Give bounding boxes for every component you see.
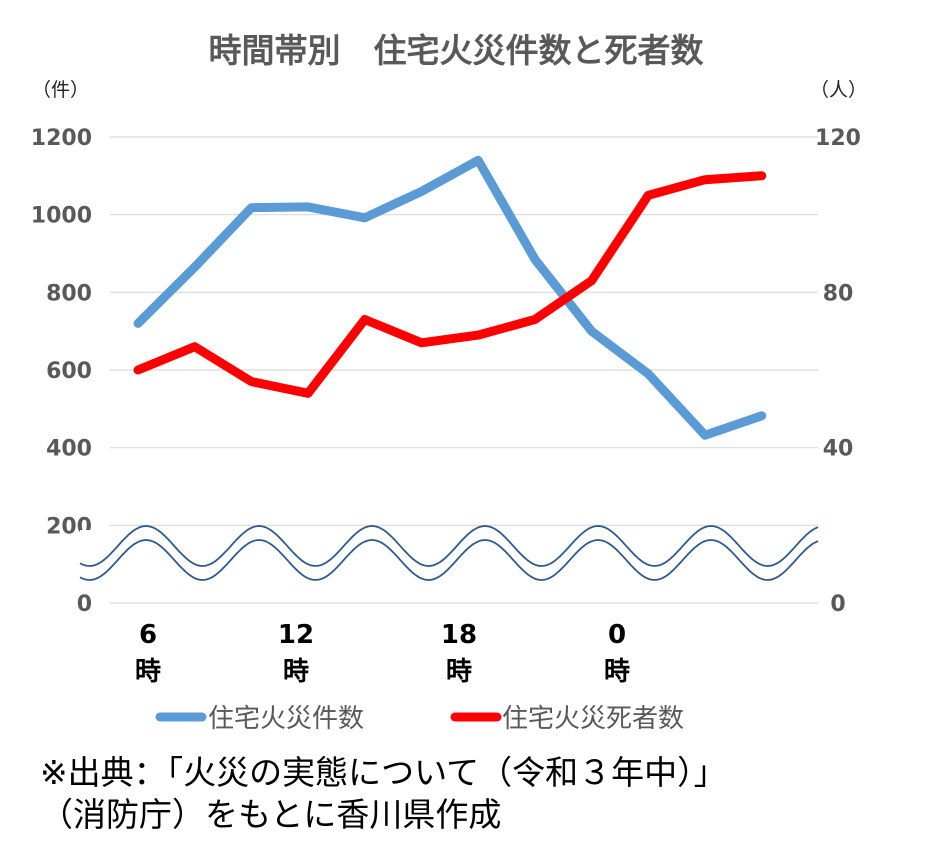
series-lines xyxy=(133,155,767,440)
x-tick-unit: 時 xyxy=(135,657,161,687)
x-tick-number: 6 xyxy=(139,620,157,650)
left-tick-label: 400 xyxy=(46,437,92,462)
right-tick-label: 0 xyxy=(830,592,845,617)
break-wave-upper xyxy=(79,525,819,567)
left-tick-label: 0 xyxy=(77,592,92,617)
series-line-2 xyxy=(133,171,767,398)
x-tick-number: 18 xyxy=(441,620,477,650)
right-tick-label: 80 xyxy=(823,281,854,306)
chart-title: 時間帯別 住宅火災件数と死者数 xyxy=(209,31,705,70)
break-wave-lower xyxy=(79,539,819,581)
axis-break-wave xyxy=(79,525,819,581)
x-tick-number: 12 xyxy=(278,620,314,650)
source-line-1: ※出典：「火災の実態について（令和３年中）」 xyxy=(40,753,727,792)
right-tick-label: 120 xyxy=(815,126,861,151)
right-tick-label: 40 xyxy=(823,437,854,462)
x-tick-unit: 時 xyxy=(604,657,630,687)
x-tick-number: 0 xyxy=(608,620,626,650)
right-axis-unit: （人） xyxy=(810,79,867,101)
x-tick-unit: 時 xyxy=(283,657,309,687)
legend-label-1: 住宅火災件数 xyxy=(208,704,364,734)
legend: 住宅火災件数 住宅火災死者数 xyxy=(155,704,684,734)
x-tick-unit: 時 xyxy=(446,657,472,687)
series-line-1 xyxy=(133,155,767,440)
chart: 時間帯別 住宅火災件数と死者数 （件） （人） 1200100080060040… xyxy=(31,31,867,734)
x-axis-ticks: 6 時 12 時 18 時 0 時 xyxy=(135,620,630,687)
left-tick-label: 1000 xyxy=(31,204,92,229)
source-note: ※出典：「火災の実態について（令和３年中）」 （消防庁）をもとに香川県作成 xyxy=(40,752,727,836)
left-tick-label: 800 xyxy=(46,281,92,306)
left-axis-unit: （件） xyxy=(32,79,89,101)
left-tick-label: 600 xyxy=(46,359,92,384)
legend-label-2: 住宅火災死者数 xyxy=(502,704,684,734)
right-axis-ticks: 120 80 40 0 xyxy=(815,126,861,617)
left-tick-label: 1200 xyxy=(31,126,92,151)
source-line-2: （消防庁）をもとに香川県作成 xyxy=(40,795,502,834)
